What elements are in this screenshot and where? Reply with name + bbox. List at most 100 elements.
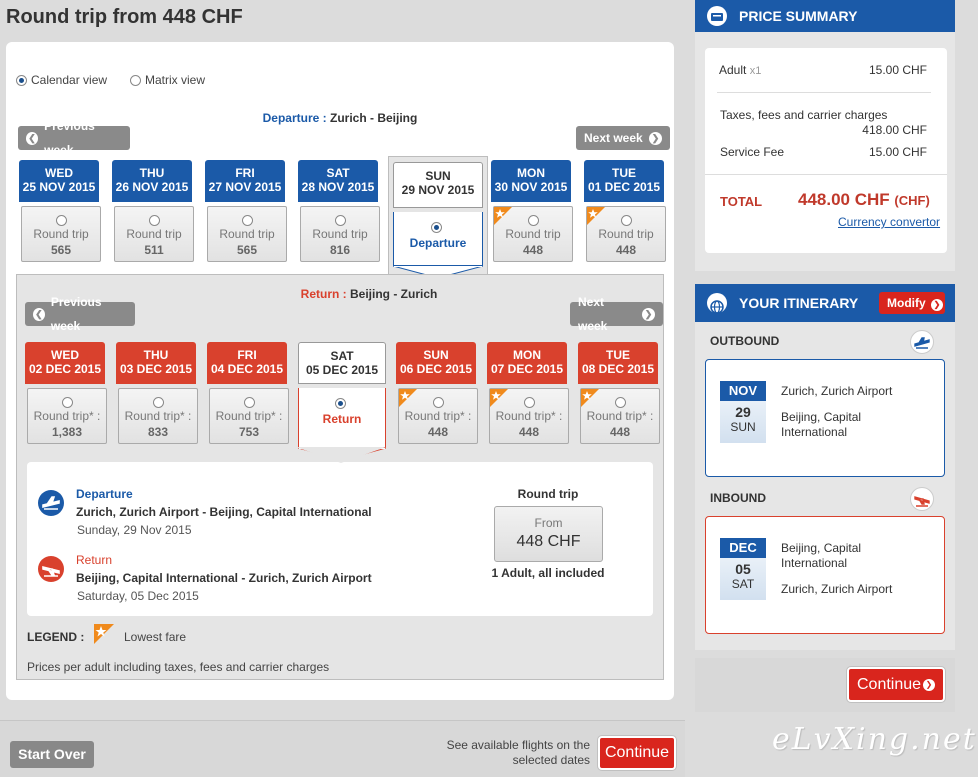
day-price-cell[interactable]: Round trip 511 xyxy=(114,206,194,262)
departure-next-week-button[interactable]: Next week ❯ xyxy=(576,126,670,150)
outbound-weekday: SUN xyxy=(730,420,756,434)
departure-day-4[interactable]: SUN 29 NOV 2015 Departure xyxy=(393,160,483,278)
day-radio[interactable] xyxy=(523,397,535,408)
departure-day-3[interactable]: SAT 28 NOV 2015 Round trip 816 xyxy=(298,160,380,275)
inbound-date-block: DEC 05 SAT xyxy=(720,538,766,600)
day-date: 03 DEC 2015 xyxy=(119,362,193,376)
return-day-1[interactable]: THU 03 DEC 2015 Round trip* : 833 xyxy=(116,342,198,457)
day-radio[interactable] xyxy=(55,215,67,226)
day-radio[interactable] xyxy=(527,215,539,226)
departure-day-1[interactable]: THU 26 NOV 2015 Round trip 511 xyxy=(112,160,194,275)
day-radio[interactable] xyxy=(61,397,73,408)
continue-button-sidebar[interactable]: Continue ❯ xyxy=(847,667,945,702)
return-day-0[interactable]: WED 02 DEC 2015 Round trip* : 1,383 xyxy=(25,342,107,457)
return-label: Return : xyxy=(300,287,347,301)
return-day-5[interactable]: MON 07 DEC 2015 Round trip* : 448 xyxy=(487,342,569,457)
day-date: 29 NOV 2015 xyxy=(401,183,475,197)
day-radio[interactable] xyxy=(152,397,164,408)
day-radio[interactable] xyxy=(241,215,253,226)
return-day-2[interactable]: FRI 04 DEC 2015 Round trip* : 753 xyxy=(207,342,289,457)
day-price-cell[interactable]: Round trip 448 xyxy=(586,206,666,262)
day-date: 25 NOV 2015 xyxy=(22,180,96,194)
page-title: Round trip from 448 CHF xyxy=(6,6,243,28)
day-type: Round trip xyxy=(505,227,561,241)
price-summary-header: PRICE SUMMARY xyxy=(695,0,955,32)
day-radio[interactable] xyxy=(243,397,255,408)
day-radio[interactable] xyxy=(334,215,346,226)
adult-label: Adult x1 xyxy=(719,63,761,77)
day-of-week: WED xyxy=(51,348,79,362)
calendar-view-radio[interactable] xyxy=(16,75,27,86)
adult-price: 15.00 CHF xyxy=(868,63,927,77)
departure-day-5[interactable]: MON 30 NOV 2015 Round trip 448 xyxy=(491,160,573,275)
matrix-view-option[interactable]: Matrix view xyxy=(130,73,205,87)
total-value: 448.00 CHF xyxy=(798,190,890,209)
departure-heading: Departure : Zurich - Beijing xyxy=(16,111,664,125)
day-price: 565 xyxy=(50,243,72,257)
divider xyxy=(705,174,947,175)
day-price-cell[interactable]: Round trip 816 xyxy=(300,206,380,262)
return-next-week-button[interactable]: Next week ❯ xyxy=(570,295,663,333)
day-radio[interactable] xyxy=(430,222,442,233)
selected-day-cell[interactable]: Return xyxy=(298,388,386,448)
day-price-cell[interactable]: Round trip* : 833 xyxy=(118,388,198,444)
inbound-weekday: SAT xyxy=(731,577,755,591)
day-price-cell[interactable]: Round trip* : 1,383 xyxy=(27,388,107,444)
day-date: 07 DEC 2015 xyxy=(490,362,564,376)
departure-day-0[interactable]: WED 25 NOV 2015 Round trip 565 xyxy=(19,160,101,275)
day-header: SAT 28 NOV 2015 xyxy=(298,160,378,202)
see-flights-note: See available flights on the selected da… xyxy=(446,738,590,767)
chevron-left-icon: ❮ xyxy=(26,131,39,145)
chevron-right-icon: ❯ xyxy=(642,307,655,321)
day-header: SUN 06 DEC 2015 xyxy=(396,342,476,384)
day-radio[interactable] xyxy=(614,397,626,408)
summary-price-box: From 448 CHF xyxy=(494,506,603,562)
globe-icon xyxy=(707,293,727,314)
calendar-view-option[interactable]: Calendar view xyxy=(16,73,107,87)
selected-day-cell[interactable]: Departure xyxy=(393,212,483,266)
day-header: MON 30 NOV 2015 xyxy=(491,160,571,202)
day-price-cell[interactable]: Round trip* : 448 xyxy=(398,388,478,444)
return-previous-week-button[interactable]: ❮ Previous week xyxy=(25,295,135,333)
day-of-week: THU xyxy=(143,348,169,362)
day-price-cell[interactable]: Round trip 565 xyxy=(207,206,287,262)
currency-convertor-link[interactable]: Currency convertor xyxy=(838,215,941,229)
day-of-week: TUE xyxy=(606,348,630,362)
day-type: Round trip* : xyxy=(124,409,192,423)
day-radio[interactable] xyxy=(334,398,346,409)
day-price-cell[interactable]: Round trip* : 753 xyxy=(209,388,289,444)
outbound-to: Beijing, Capital International xyxy=(781,410,862,439)
start-over-button[interactable]: Start Over xyxy=(10,741,94,768)
day-price: 448 xyxy=(615,243,637,257)
outbound-day: 29 xyxy=(735,404,751,420)
day-radio[interactable] xyxy=(148,215,160,226)
continue-button-bottom[interactable]: Continue xyxy=(598,736,676,770)
return-day-3[interactable]: SAT 05 DEC 2015 Return xyxy=(298,342,386,460)
summary-return-route: Beijing, Capital International - Zurich,… xyxy=(76,571,372,585)
day-price: 833 xyxy=(147,425,169,439)
summary-fare-type: Round trip xyxy=(517,487,579,501)
matrix-view-radio[interactable] xyxy=(130,75,141,86)
inbound-plane-icon xyxy=(910,487,934,511)
return-day-6[interactable]: TUE 08 DEC 2015 Round trip* : 448 xyxy=(578,342,660,457)
day-date: 26 NOV 2015 xyxy=(115,180,189,194)
day-price: 448 xyxy=(522,243,544,257)
day-price-cell[interactable]: Round trip 565 xyxy=(21,206,101,262)
day-price-cell[interactable]: Round trip* : 448 xyxy=(580,388,660,444)
return-day-4[interactable]: SUN 06 DEC 2015 Round trip* : 448 xyxy=(396,342,478,457)
departure-day-6[interactable]: TUE 01 DEC 2015 Round trip 448 xyxy=(584,160,666,275)
day-radio[interactable] xyxy=(432,397,444,408)
total-label: TOTAL xyxy=(720,194,763,209)
day-type: Round trip xyxy=(598,227,654,241)
day-price-cell[interactable]: Round trip 448 xyxy=(493,206,573,262)
day-price-cell[interactable]: Round trip* : 448 xyxy=(489,388,569,444)
departure-day-2[interactable]: FRI 27 NOV 2015 Round trip 565 xyxy=(205,160,287,275)
day-header: TUE 01 DEC 2015 xyxy=(584,160,664,202)
day-date: 05 DEC 2015 xyxy=(305,363,379,377)
departure-previous-week-button[interactable]: ❮ Previous week xyxy=(18,119,130,157)
day-price: 448 xyxy=(518,425,540,439)
day-radio[interactable] xyxy=(620,215,632,226)
day-of-week: FRI xyxy=(237,348,257,362)
inbound-month: DEC xyxy=(720,538,766,558)
modify-button[interactable]: Modify ❯ xyxy=(879,292,945,314)
